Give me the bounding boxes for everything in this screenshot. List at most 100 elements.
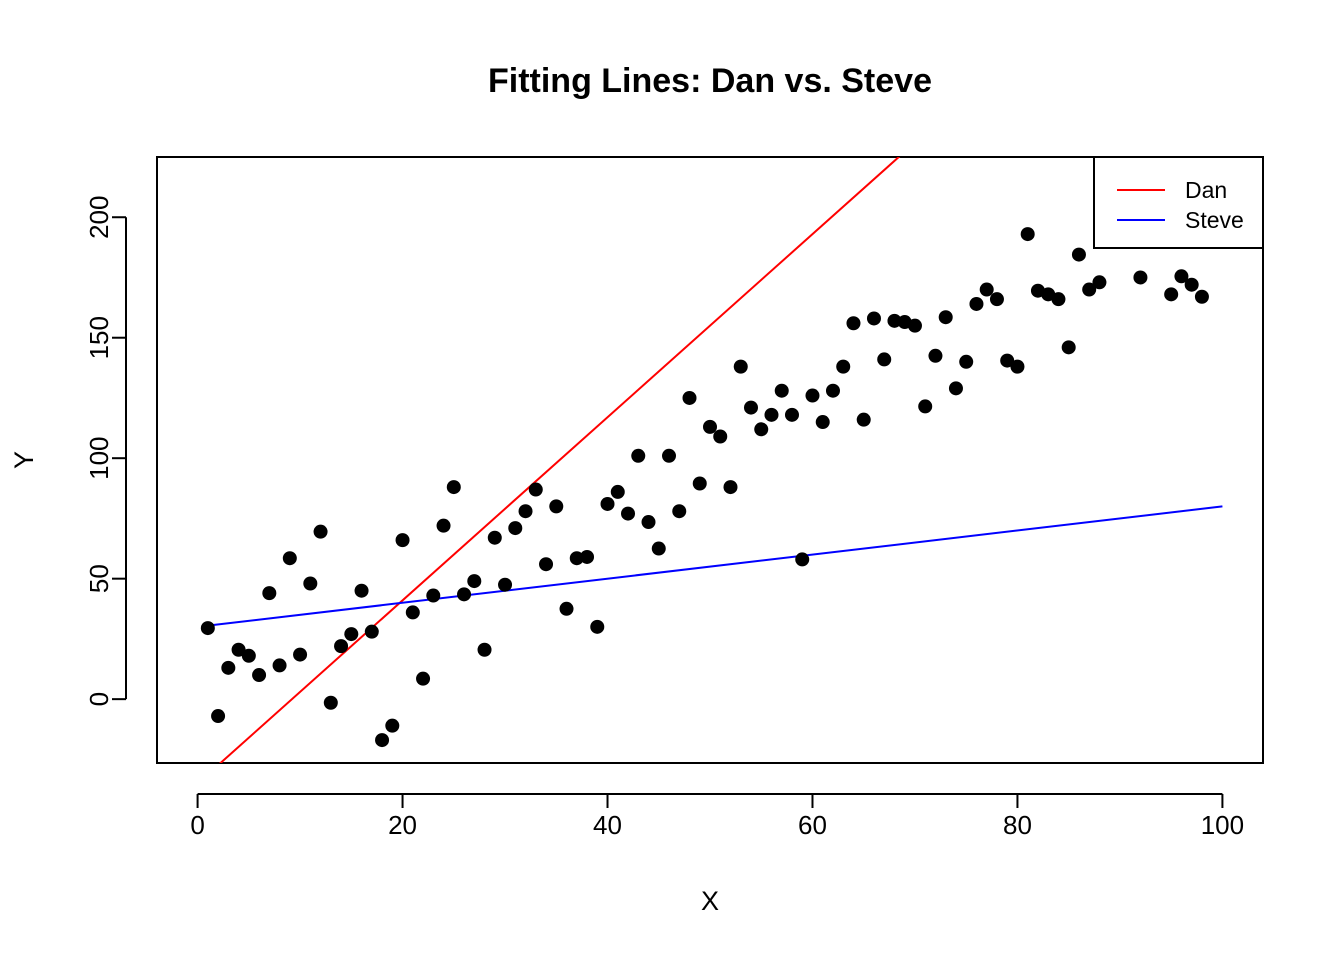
y-tick-label: 200 [84, 196, 114, 239]
data-point [733, 359, 748, 374]
chart-title: Fitting Lines: Dan vs. Steve [488, 62, 932, 100]
x-tick-label: 80 [1003, 810, 1032, 840]
data-point [805, 388, 820, 403]
data-point [528, 482, 543, 497]
data-point [631, 448, 646, 463]
legend-box [1093, 156, 1264, 249]
plot-area [156, 156, 1264, 764]
data-point [487, 530, 502, 545]
y-axis: 0 50 100 150 200 [84, 196, 127, 706]
data-point [703, 419, 717, 434]
data-point [457, 587, 472, 602]
data-point [825, 383, 840, 398]
data-point [621, 506, 636, 521]
data-point [426, 588, 441, 603]
data-point [723, 480, 738, 495]
data-point [682, 390, 697, 405]
legend-label-steve: Steve [1185, 207, 1244, 233]
data-point [907, 318, 922, 333]
data-point [1071, 247, 1086, 262]
data-point [846, 316, 861, 331]
data-point [959, 354, 974, 369]
data-point [795, 552, 810, 567]
data-point [313, 524, 328, 539]
data-point [323, 695, 338, 710]
data-point [1164, 287, 1179, 302]
data-point [866, 311, 881, 326]
data-point [1092, 275, 1107, 290]
data-point [252, 668, 267, 683]
data-point [969, 296, 984, 311]
data-point [856, 412, 871, 427]
data-point [662, 448, 677, 463]
y-axis-label: Y [9, 451, 39, 469]
data-point [508, 521, 523, 536]
y-tick-label: 50 [84, 564, 114, 593]
data-point [979, 282, 994, 297]
data-point [590, 619, 605, 634]
data-point [610, 484, 625, 499]
data-point [774, 383, 789, 398]
data-point [241, 648, 256, 663]
x-tick-label: 20 [388, 810, 417, 840]
data-point [948, 381, 963, 396]
data-point [221, 660, 236, 675]
data-point [692, 476, 707, 491]
fit-line-dan [219, 157, 901, 763]
data-point [375, 733, 390, 748]
data-point [262, 586, 277, 601]
data-point [1061, 340, 1076, 355]
data-point [395, 533, 410, 548]
data-point [446, 480, 461, 495]
data-point [467, 574, 482, 589]
data-point [569, 551, 584, 566]
data-point [354, 583, 369, 598]
data-point [989, 292, 1004, 307]
data-point [1184, 277, 1199, 292]
data-point [784, 407, 799, 422]
legend: Dan Steve [1093, 156, 1264, 249]
data-point [405, 605, 420, 620]
fit-line-steve [207, 505, 1223, 627]
data-point [282, 551, 297, 566]
data-point [293, 647, 308, 662]
data-point [641, 515, 656, 530]
data-point [1010, 359, 1025, 374]
data-point [600, 496, 615, 511]
data-point [272, 658, 287, 673]
data-points [200, 227, 1209, 748]
data-point [928, 348, 943, 363]
y-tick-label: 0 [84, 692, 114, 706]
data-point [836, 359, 851, 374]
x-tick-label: 0 [190, 810, 204, 840]
data-point [539, 557, 554, 572]
data-point [815, 415, 830, 430]
data-point [938, 310, 953, 325]
data-point [498, 577, 513, 592]
data-point [1051, 292, 1066, 307]
data-point [518, 504, 533, 519]
data-point [672, 504, 687, 519]
x-axis-label: X [701, 886, 719, 916]
data-point [1082, 282, 1097, 297]
data-point [918, 399, 933, 414]
data-point [211, 709, 226, 724]
data-point [231, 642, 246, 657]
data-point [477, 642, 492, 657]
data-point [1000, 353, 1015, 368]
data-point [877, 352, 892, 367]
data-point [713, 429, 728, 444]
data-point [580, 549, 595, 564]
data-point [1194, 289, 1209, 304]
legend-label-dan: Dan [1185, 177, 1227, 203]
data-point [764, 407, 779, 422]
data-point [416, 671, 431, 686]
fit-lines [207, 157, 1223, 763]
data-point [1133, 270, 1148, 285]
data-point [549, 499, 564, 514]
data-point [303, 576, 318, 591]
y-tick-label: 150 [84, 316, 114, 359]
data-point [200, 621, 215, 636]
x-tick-label: 60 [798, 810, 827, 840]
